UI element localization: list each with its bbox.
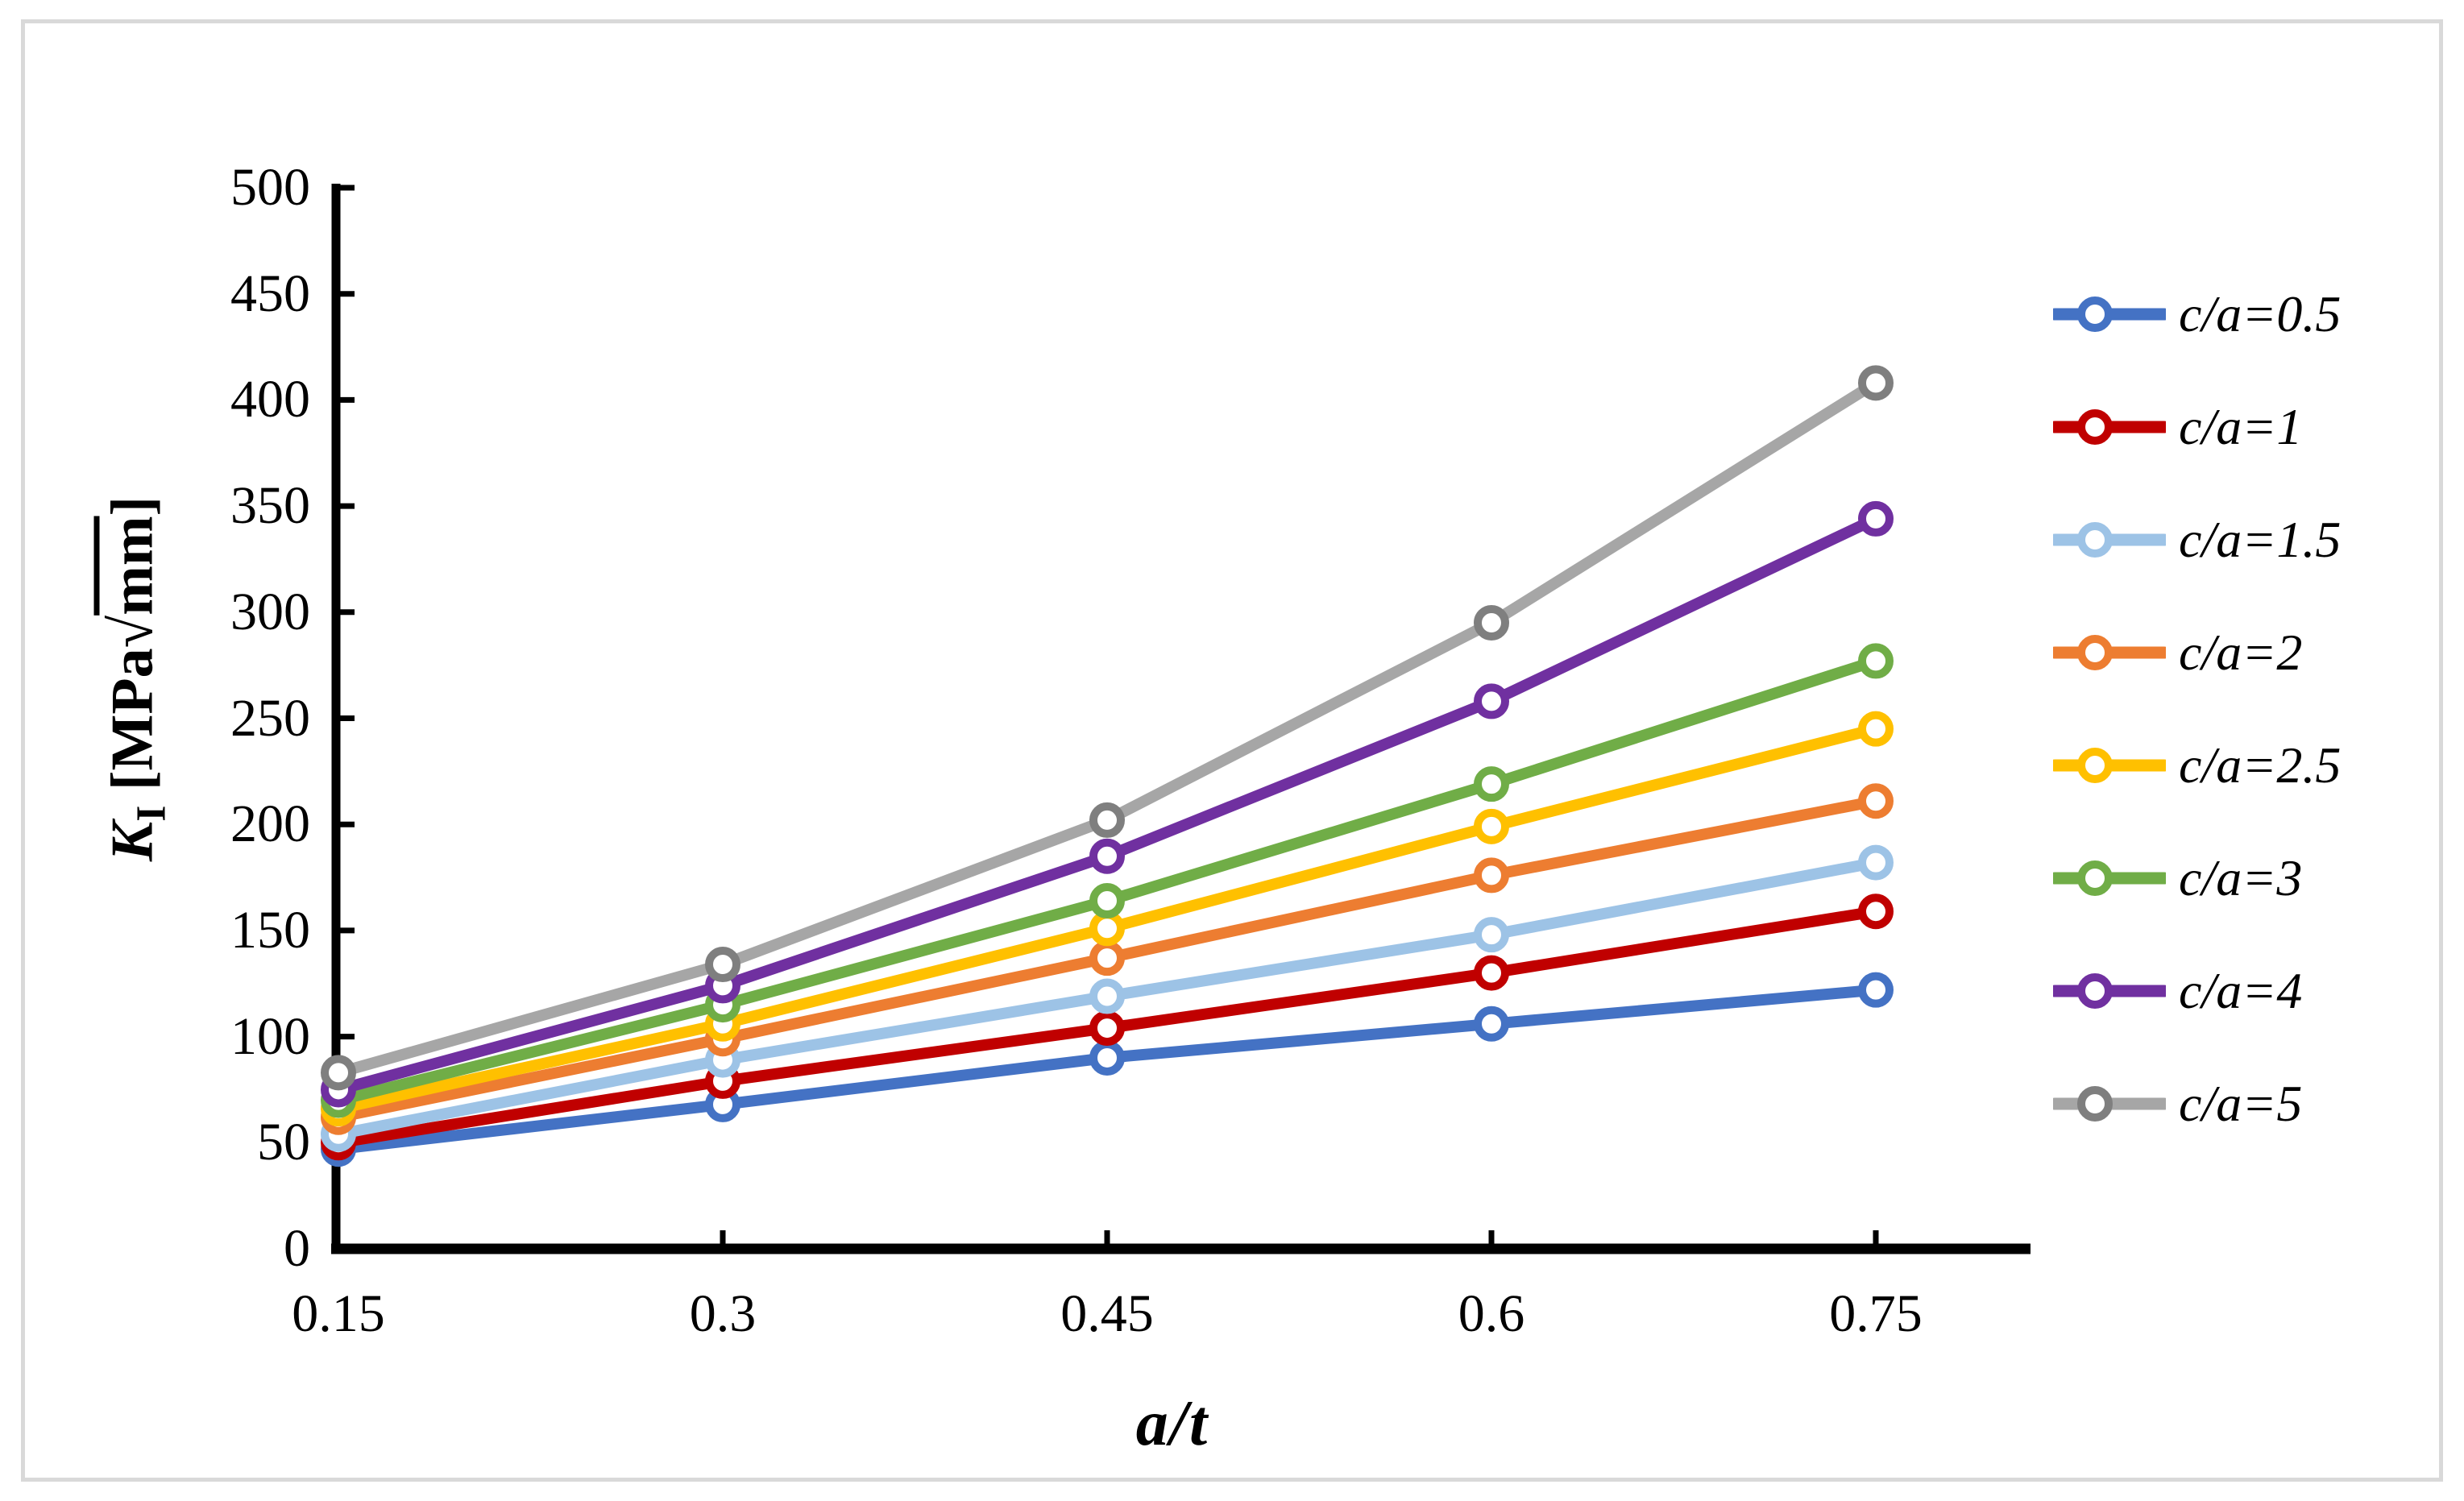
data-point-marker-4-4 [1858,711,1894,747]
data-point-marker-2-3 [1474,917,1509,953]
legend-label-2: c/a=1.5 [2179,511,2342,568]
legend-label-6: c/a=4 [2179,962,2303,1019]
y-tick-label-150: 150 [230,900,310,960]
data-point-marker-4-2 [1089,910,1125,947]
y-tick-label-450: 450 [230,263,310,323]
y-tick-label-350: 350 [230,476,310,536]
legend-swatch-icon [2053,296,2166,332]
legend-item-3: c/a=2 [2053,620,2302,685]
legend-item-6: c/a=4 [2053,959,2302,1023]
legend-item-5: c/a=3 [2053,846,2302,910]
legend-item-0: c/a=0.5 [2053,282,2341,346]
x-tick-label-0.6: 0.6 [1458,1284,1525,1343]
legend-label-3: c/a=2 [2179,624,2303,681]
y-tick-label-500: 500 [230,158,310,217]
data-point-marker-5-4 [1858,643,1894,679]
data-point-marker-3-4 [1858,783,1894,819]
x-tick-label-0.3: 0.3 [689,1284,757,1343]
data-point-marker-4-3 [1474,808,1509,844]
y-tick-label-300: 300 [230,582,310,641]
x-tick-label-0.15: 0.15 [292,1284,385,1343]
legend-label-7: c/a=5 [2179,1075,2303,1132]
legend-item-4: c/a=2.5 [2053,733,2341,798]
data-point-marker-1-2 [1089,1010,1125,1047]
legend-label-4: c/a=2.5 [2179,736,2342,794]
data-point-marker-7-4 [1858,365,1894,401]
data-point-marker-2-2 [1089,978,1125,1014]
legend-label-5: c/a=3 [2179,849,2303,906]
x-axis-title: a/t [1135,1388,1209,1459]
x-tick-label-0.75: 0.75 [1829,1284,1923,1343]
x-tick-label-0.45: 0.45 [1060,1284,1154,1343]
y-tick-label-50: 50 [257,1113,310,1172]
data-point-marker-7-3 [1474,604,1509,641]
data-point-marker-5-2 [1089,883,1125,919]
legend-item-1: c/a=1 [2053,395,2302,459]
y-tick-label-200: 200 [230,794,310,854]
data-point-marker-3-3 [1474,857,1509,894]
legend-swatch-icon [2053,409,2166,445]
legend-swatch-icon [2053,1086,2166,1122]
y-tick-label-400: 400 [230,370,310,429]
y-tick-label-0: 0 [284,1219,310,1278]
data-point-marker-0-2 [1089,1039,1125,1076]
y-tick-label-250: 250 [230,688,310,748]
data-point-marker-7-0 [321,1055,356,1091]
data-point-marker-2-4 [1858,844,1894,881]
legend-swatch-icon [2053,748,2166,783]
data-point-marker-7-1 [705,947,740,983]
data-point-marker-3-2 [1089,940,1125,976]
data-point-marker-0-4 [1858,972,1894,1008]
legend-item-7: c/a=5 [2053,1072,2302,1136]
legend-label-0: c/a=0.5 [2179,285,2342,342]
legend-swatch-icon [2053,522,2166,558]
data-point-marker-6-2 [1089,838,1125,874]
legend-label-1: c/a=1 [2179,398,2303,455]
legend-swatch-icon [2053,860,2166,896]
data-point-marker-6-3 [1474,683,1509,719]
legend-swatch-icon [2053,973,2166,1009]
legend-item-2: c/a=1.5 [2053,508,2341,572]
data-point-marker-5-3 [1474,766,1509,802]
data-point-marker-7-2 [1089,802,1125,838]
legend-swatch-icon [2053,635,2166,670]
data-point-marker-0-3 [1474,1006,1509,1042]
data-point-marker-1-3 [1474,955,1509,991]
y-tick-label-100: 100 [230,1006,310,1066]
data-point-marker-6-4 [1858,500,1894,537]
data-point-marker-1-4 [1858,894,1894,930]
